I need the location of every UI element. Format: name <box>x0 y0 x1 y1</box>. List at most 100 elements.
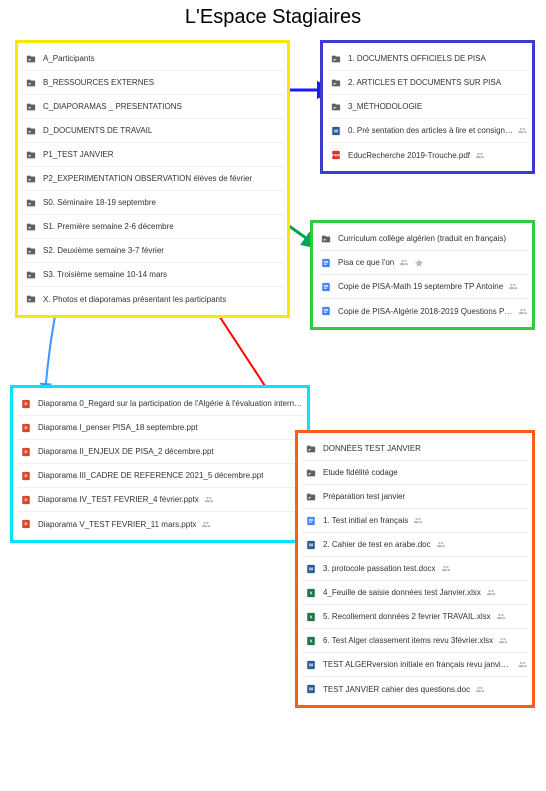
folder-icon <box>24 268 38 282</box>
svg-text:W: W <box>309 542 314 547</box>
folder-icon <box>24 244 38 258</box>
file-row[interactable]: X5. Recollement données 2 fevrier TRAVAI… <box>302 605 528 629</box>
file-row[interactable]: W3. protocole passation test.docx <box>302 557 528 581</box>
file-row[interactable]: A_Participants <box>22 47 283 71</box>
file-row[interactable]: PDF EducRecherche 2019-Trouche.pdf <box>327 143 528 167</box>
svg-text:P: P <box>24 497 27 502</box>
file-label: Diaporama V_TEST FEVRIER_11 mars.pptx <box>38 520 196 529</box>
file-row[interactable]: Etude fidélité codage <box>302 461 528 485</box>
file-row[interactable]: S0. Séminaire 18-19 septembre <box>22 191 283 215</box>
file-row[interactable]: W2. Cahier de test en arabe.doc <box>302 533 528 557</box>
gdoc-icon <box>304 514 318 528</box>
word-icon: W <box>304 658 318 672</box>
file-label: X. Photos et diaporamas présentant les p… <box>43 295 226 304</box>
file-label: S2. Deuxième semaine 3-7 février <box>43 246 164 255</box>
file-row[interactable]: 3_MÉTHODOLOGIE <box>327 95 528 119</box>
file-row[interactable]: Copie de PISA-Algérie 2018-2019 Question… <box>317 299 528 323</box>
file-row[interactable]: Préparation test janvier <box>302 485 528 509</box>
file-label: Curriculum collège algérien (traduit en … <box>338 234 506 243</box>
gdoc-icon <box>319 280 333 294</box>
file-row[interactable]: PDiaporama IV_TEST FEVRIER_4 février.ppt… <box>17 488 303 512</box>
file-row[interactable]: P1_TEST JANVIER <box>22 143 283 167</box>
file-label: D_DOCUMENTS DE TRAVAIL <box>43 126 152 135</box>
file-label: 3_MÉTHODOLOGIE <box>348 102 422 111</box>
file-label: Copie de PISA-Math 19 septembre TP Antoi… <box>338 282 503 291</box>
panel-cyan: P Diaporama 0_Regard sur la participation… <box>10 385 310 543</box>
file-label: S3. Troisième semaine 10-14 mars <box>43 270 167 279</box>
file-label: Diaporama 0_Regard sur la participation … <box>38 399 303 408</box>
folder-icon <box>24 196 38 210</box>
excel-icon: X <box>304 586 318 600</box>
file-label: 4_Feuille de saisie données test Janvier… <box>323 588 481 597</box>
file-row[interactable]: X 4_Feuille de saisie données test Janvie… <box>302 581 528 605</box>
file-row[interactable]: Curriculum collège algérien (traduit en … <box>317 227 528 251</box>
ppt-icon: P <box>19 469 33 483</box>
svg-text:P: P <box>24 473 27 478</box>
gdoc-icon <box>319 304 333 318</box>
word-icon: W <box>329 124 343 138</box>
file-label: TEST ALGERversion initiale en français r… <box>323 660 513 669</box>
file-label: 1. DOCUMENTS OFFICIELS DE PISA <box>348 54 486 63</box>
file-row[interactable]: PDiaporama II_ENJEUX DE PISA_2 décembre.… <box>17 440 303 464</box>
file-row[interactable]: B_RESSOURCES EXTERNES <box>22 71 283 95</box>
ppt-icon: P <box>19 445 33 459</box>
file-label: TEST JANVIER cahier des questions.doc <box>323 685 470 694</box>
file-row[interactable]: PDiaporama 0_Regard sur la participation… <box>17 392 303 416</box>
pdf-icon: PDF <box>329 148 343 162</box>
file-row[interactable]: P Diaporama III_CADRE DE REFERENCE 2021_5… <box>17 464 303 488</box>
file-row[interactable]: S1. Première semaine 2-6 décembre <box>22 215 283 239</box>
ppt-icon: P <box>19 517 33 531</box>
folder-icon <box>24 100 38 114</box>
file-row[interactable]: W 0. Pré sentation des articles à lire et… <box>327 119 528 143</box>
file-label: Diaporama III_CADRE DE REFERENCE 2021_5 … <box>38 471 263 480</box>
page-title: L'Espace Stagiaires <box>0 6 546 29</box>
panel-orange: DONNÉES TEST JANVIER Etude fidélité codag… <box>295 430 535 708</box>
file-row[interactable]: Copie de PISA-Math 19 septembre TP Antoi… <box>317 275 528 299</box>
file-row[interactable]: 1. DOCUMENTS OFFICIELS DE PISA <box>327 47 528 71</box>
file-row[interactable]: S3. Troisième semaine 10-14 mars <box>22 263 283 287</box>
file-row[interactable]: X6. Test Alger classement items revu 3fé… <box>302 629 528 653</box>
svg-text:W: W <box>309 687 314 692</box>
panel-yellow: A_Participants B_RESSOURCES EXTERNESC_DIA… <box>15 40 290 318</box>
file-label: A_Participants <box>43 54 95 63</box>
svg-text:P: P <box>24 449 27 454</box>
file-row[interactable]: X. Photos et diaporamas présentant les p… <box>22 287 283 311</box>
file-row[interactable]: S2. Deuxième semaine 3-7 février <box>22 239 283 263</box>
file-row[interactable]: D_DOCUMENTS DE TRAVAIL <box>22 119 283 143</box>
file-label: S0. Séminaire 18-19 septembre <box>43 198 156 207</box>
file-row[interactable]: P Diaporama V_TEST FEVRIER_11 mars.pptx <box>17 512 303 536</box>
panel-green: Curriculum collège algérien (traduit en … <box>310 220 535 330</box>
panel-blue: 1. DOCUMENTS OFFICIELS DE PISA 2. ARTICLE… <box>320 40 535 174</box>
file-label: 0. Pré sentation des articles à lire et … <box>348 126 513 135</box>
ppt-icon: P <box>19 421 33 435</box>
folder-icon <box>304 490 318 504</box>
file-label: Diaporama I_penser PISA_18 septembre.ppt <box>38 423 198 432</box>
folder-icon <box>24 76 38 90</box>
file-label: Pisa ce que l'on <box>338 258 394 267</box>
file-row[interactable]: P Diaporama I_penser PISA_18 septembre.pp… <box>17 416 303 440</box>
file-label: Copie de PISA-Algérie 2018-2019 Question… <box>338 307 514 316</box>
file-row[interactable]: Pisa ce que l'on <box>317 251 528 275</box>
folder-icon <box>329 52 343 66</box>
file-label: 1. Test initial en français <box>323 516 408 525</box>
folder-icon <box>24 220 38 234</box>
file-row[interactable]: W TEST ALGERversion initiale en français … <box>302 653 528 677</box>
file-row[interactable]: DONNÉES TEST JANVIER <box>302 437 528 461</box>
word-icon: W <box>304 562 318 576</box>
svg-text:P: P <box>24 522 27 527</box>
file-row[interactable]: P2_EXPERIMENTATION OBSERVATION élèves de… <box>22 167 283 191</box>
folder-icon <box>24 172 38 186</box>
file-label: DONNÉES TEST JANVIER <box>323 444 421 453</box>
word-icon: W <box>304 538 318 552</box>
file-row[interactable]: 1. Test initial en français <box>302 509 528 533</box>
excel-icon: X <box>304 610 318 624</box>
file-row[interactable]: W TEST JANVIER cahier des questions.doc <box>302 677 528 701</box>
file-row[interactable]: 2. ARTICLES ET DOCUMENTS SUR PISA <box>327 71 528 95</box>
file-row[interactable]: C_DIAPORAMAS _ PRESENTATIONS <box>22 95 283 119</box>
ppt-icon: P <box>19 493 33 507</box>
excel-icon: X <box>304 634 318 648</box>
file-label: EducRecherche 2019-Trouche.pdf <box>348 151 470 160</box>
file-label: P1_TEST JANVIER <box>43 150 114 159</box>
word-icon: W <box>304 682 318 696</box>
folder-icon <box>329 76 343 90</box>
